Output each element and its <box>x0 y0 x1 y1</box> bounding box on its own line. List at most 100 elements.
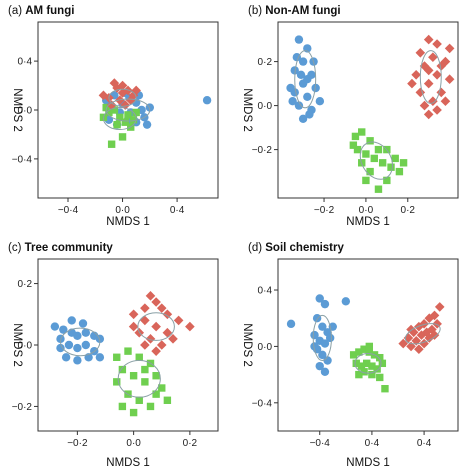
data-point <box>323 356 332 365</box>
data-point <box>383 176 391 185</box>
data-point <box>414 344 424 355</box>
data-point <box>341 297 351 306</box>
data-point <box>423 109 434 120</box>
plot-frame <box>277 258 459 432</box>
x-tick-label: −0·4 <box>310 438 331 449</box>
data-point <box>106 100 117 110</box>
x-axis-title: NMDS 1 <box>106 457 149 469</box>
data-point <box>294 35 304 44</box>
x-tick-label: 0·4 <box>170 205 185 216</box>
confidence-ellipse <box>102 107 137 131</box>
data-point <box>73 331 82 340</box>
y-axis-title: NMDS 2 <box>11 323 23 366</box>
data-point <box>286 319 296 329</box>
y-axis-title: NMDS 2 <box>11 88 23 131</box>
data-point <box>374 185 383 193</box>
data-point <box>140 303 150 313</box>
data-point <box>365 342 374 351</box>
data-point <box>110 106 119 114</box>
data-point <box>352 359 360 368</box>
data-point <box>428 52 438 62</box>
data-point <box>185 321 195 332</box>
y-tick-label: 0·4 <box>18 57 33 68</box>
data-point <box>129 116 138 124</box>
data-point <box>129 372 138 380</box>
data-point <box>173 315 184 326</box>
data-point <box>368 362 376 370</box>
data-point <box>292 53 302 62</box>
data-point <box>113 378 121 386</box>
data-point <box>376 353 384 362</box>
confidence-ellipse <box>359 141 393 180</box>
y-tick-label: −0·2 <box>12 402 33 413</box>
data-point <box>145 334 156 344</box>
data-point <box>140 315 150 326</box>
data-point <box>152 372 160 380</box>
data-point <box>315 361 324 371</box>
data-point <box>429 310 440 321</box>
data-point <box>128 90 139 101</box>
y-tick-label: 0·0 <box>18 106 33 117</box>
series-green <box>349 128 408 193</box>
data-point <box>124 111 132 119</box>
series-red <box>98 78 141 110</box>
y-tick-label: 0·0 <box>258 101 273 112</box>
confidence-ellipse <box>419 50 442 104</box>
data-point <box>67 316 76 325</box>
data-point <box>156 303 167 313</box>
data-point <box>395 167 404 176</box>
data-point <box>141 365 149 374</box>
data-point <box>59 325 68 334</box>
data-point <box>162 309 173 320</box>
data-point <box>315 294 324 303</box>
data-point <box>107 140 116 148</box>
data-point <box>407 78 417 89</box>
panel-4: (d) Soil chemistry −0·4 0·4 0·4 −0·4 0·0 0·4 NM… <box>241 242 459 469</box>
x-tick-label: 0·2 <box>183 438 198 449</box>
data-point <box>357 362 366 370</box>
data-point <box>366 137 374 145</box>
x-tick-label: 0·0 <box>126 438 141 449</box>
data-point <box>81 328 91 337</box>
data-point <box>73 343 82 353</box>
data-point <box>141 378 149 386</box>
data-point <box>411 70 421 80</box>
panel-2: (b) Non-AM fungi −0·2 0·0 0·2 −0·2 0·0 0·2 NMDS… <box>241 5 459 228</box>
x-tick-label: −0·2 <box>67 438 88 449</box>
confidence-ellipse <box>105 98 151 122</box>
data-point <box>360 368 368 376</box>
data-point <box>310 342 319 351</box>
data-point <box>298 114 308 124</box>
data-point <box>378 159 387 167</box>
panel-3: (c) Tree community −0·2 0·0 0·2 −0·2 0·0 0·2 NM… <box>8 242 219 469</box>
data-point <box>399 159 408 167</box>
y-axis-title: NMDS 2 <box>241 323 253 366</box>
plot-frame <box>277 21 459 199</box>
data-point <box>423 34 434 45</box>
x-tick-label: 0·0 <box>115 205 130 216</box>
panel-tag: (c) <box>8 242 25 254</box>
panel-title: (d) Soil chemistry <box>248 242 344 254</box>
panel-1: (a) AM fungi −0·4 0·0 0·4 −0·4 0·0 0·4 NMDS 1 NM… <box>8 5 219 228</box>
data-point <box>432 105 442 115</box>
x-tick-label: 0·2 <box>401 205 416 216</box>
y-tick-label: −0·4 <box>12 154 33 165</box>
data-point <box>202 96 212 105</box>
panel-title: (b) Non-AM fungi <box>248 5 341 17</box>
data-point <box>440 56 451 67</box>
x-axis-title: NMDS 1 <box>346 457 389 469</box>
confidence-ellipse <box>117 359 161 398</box>
data-point <box>391 154 399 163</box>
data-point <box>158 384 166 392</box>
data-point <box>362 176 370 185</box>
data-point <box>325 333 335 343</box>
data-point <box>98 90 109 101</box>
data-point <box>152 390 160 398</box>
data-point <box>151 346 161 356</box>
data-point <box>423 65 434 76</box>
data-point <box>365 348 374 356</box>
y-tick-label: 0·2 <box>258 57 273 68</box>
data-point <box>315 97 325 106</box>
data-point <box>432 70 442 80</box>
data-point <box>355 348 363 356</box>
